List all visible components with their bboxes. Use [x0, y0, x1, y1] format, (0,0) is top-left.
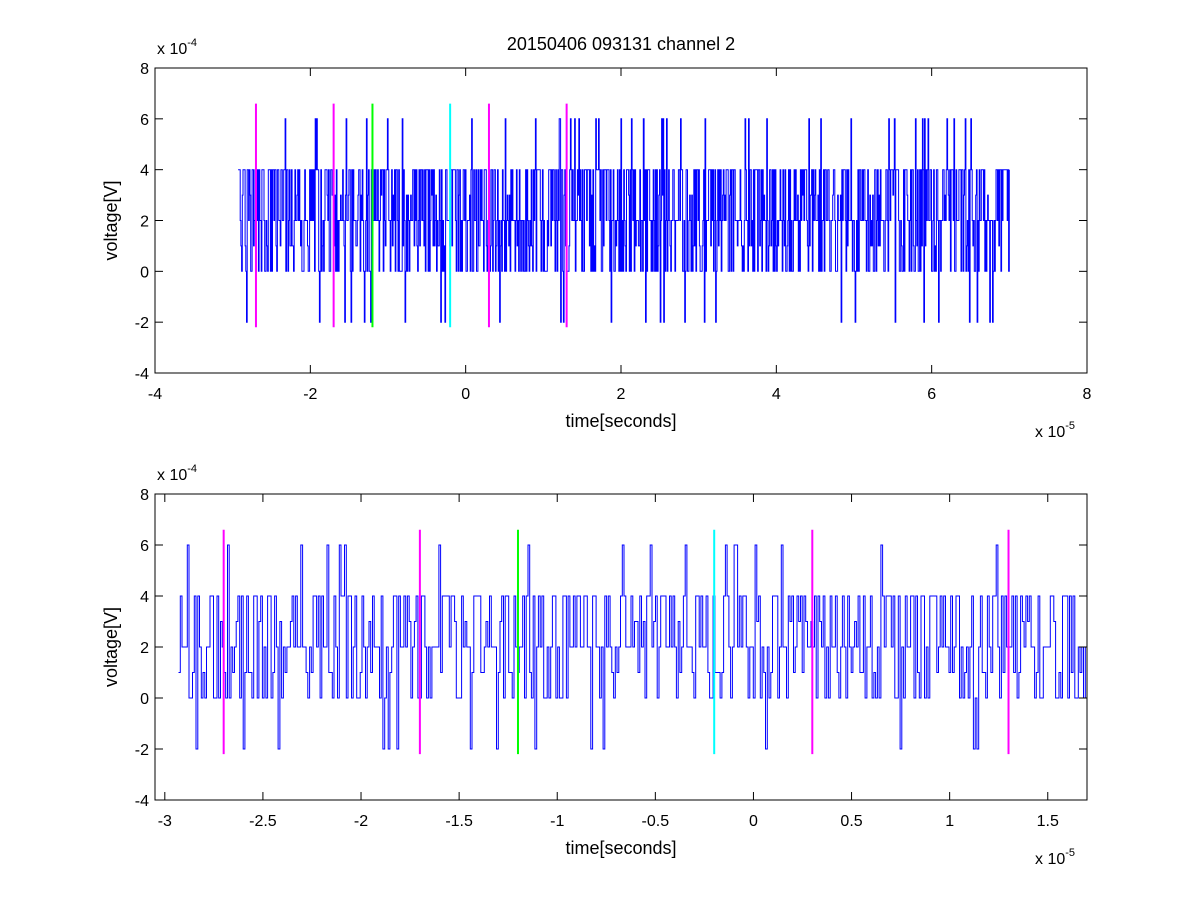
x-exponent-power: -5	[1065, 847, 1075, 859]
y-tick-label: 4	[140, 163, 149, 180]
x-tick-label: 0	[461, 386, 470, 403]
y-tick-label: 6	[140, 538, 149, 555]
x-tick-label: -2	[303, 386, 317, 403]
y-tick-label: -2	[135, 742, 149, 759]
x-tick-label: -3	[158, 813, 172, 830]
x-tick-label: 8	[1083, 386, 1092, 403]
x-tick-label: 2	[617, 386, 626, 403]
x-tick-label: -1	[550, 813, 564, 830]
x-tick-label: 1.5	[1037, 813, 1059, 830]
signal-trace	[178, 544, 1088, 750]
y-tick-label: 2	[140, 640, 149, 657]
x-exponent-label: x 10-5	[1035, 420, 1075, 441]
bottom-plot: -4 -2 0 2 4 6 8 -3 -2.5 -2 -1.5 -1 -0.5 0 0.5 1 1.5 time[…	[101, 463, 1088, 868]
y-exponent-label: x 10-4	[157, 463, 197, 484]
y-tick-label: 8	[140, 61, 149, 78]
x-tick-label: 6	[927, 386, 936, 403]
x-exponent-base: x 10	[1035, 424, 1065, 441]
y-exponent-power: -4	[187, 463, 197, 475]
y-exponent-power: -4	[187, 37, 197, 49]
x-tick-label: 4	[772, 386, 781, 403]
y-axis-label: voltage[V]	[101, 180, 121, 260]
x-axis-label: time[seconds]	[565, 411, 676, 431]
y-tick-label: 6	[140, 112, 149, 129]
y-tick-label: 2	[140, 214, 149, 231]
x-tick-label: -0.5	[642, 813, 670, 830]
y-exponent-base: x 10	[157, 41, 187, 58]
y-tick-label: -2	[135, 315, 149, 332]
x-tick-label: -1.5	[445, 813, 473, 830]
y-tick-label: 8	[140, 487, 149, 504]
x-tick-label: -2.5	[249, 813, 277, 830]
x-exponent-label: x 10-5	[1035, 847, 1075, 868]
y-tick-label: 0	[140, 264, 149, 281]
y-tick-label: -4	[135, 793, 149, 810]
y-tick-label: 0	[140, 691, 149, 708]
x-tick-label: -4	[148, 386, 162, 403]
x-exponent-power: -5	[1065, 420, 1075, 432]
y-exponent-base: x 10	[157, 467, 187, 484]
y-axis-label: voltage[V]	[101, 607, 121, 687]
y-tick-label: -4	[135, 366, 149, 383]
x-tick-label: 0.5	[840, 813, 862, 830]
y-exponent-label: x 10-4	[157, 37, 197, 58]
x-axis-label: time[seconds]	[565, 838, 676, 858]
x-tick-label: 1	[945, 813, 954, 830]
x-exponent-base: x 10	[1035, 851, 1065, 868]
y-tick-label: 4	[140, 589, 149, 606]
top-plot: 20150406 093131 channel 2 -4 -2 0 2 4 6 8 -4 -2 0 2…	[101, 34, 1092, 441]
x-tick-label: 0	[749, 813, 758, 830]
signal-trace	[238, 118, 1010, 323]
chart-title: 20150406 093131 channel 2	[507, 34, 735, 54]
x-tick-label: -2	[354, 813, 368, 830]
